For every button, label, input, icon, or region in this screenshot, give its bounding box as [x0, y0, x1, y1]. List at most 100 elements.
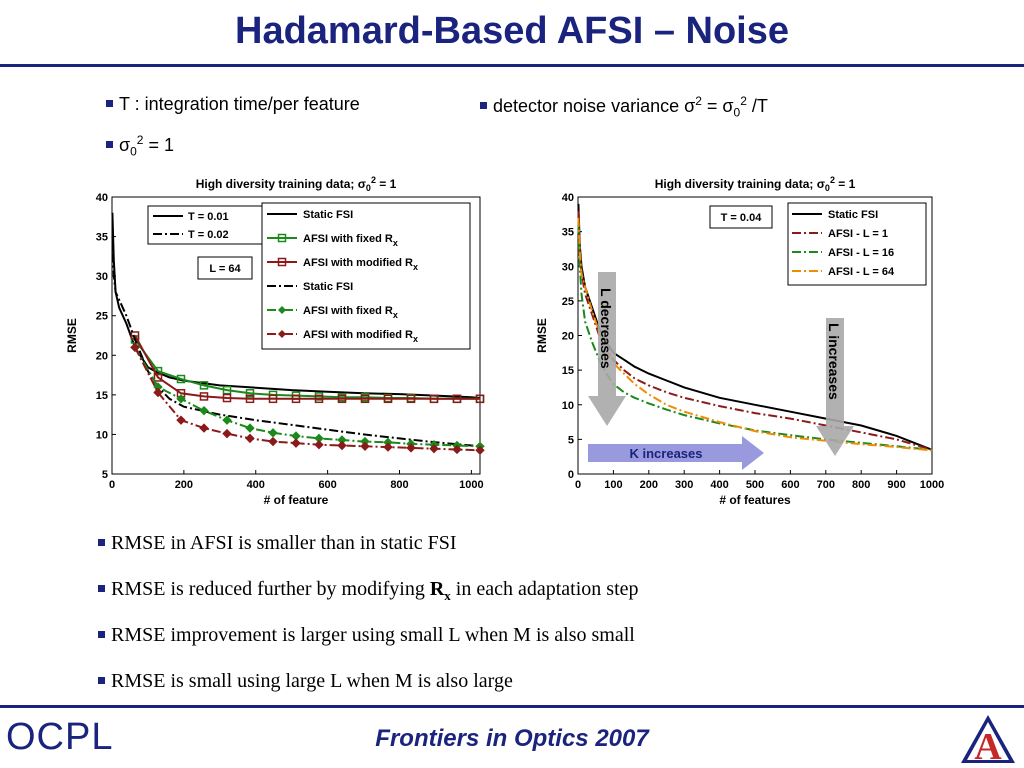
- bullet-square-icon: [98, 585, 105, 592]
- y-tick-label: 25: [562, 296, 574, 308]
- y-tick-label: 20: [96, 350, 108, 362]
- y-tick-label: 30: [562, 261, 574, 273]
- bullet-noise-variance: detector noise variance σ2 = σ02 /T: [480, 94, 768, 120]
- x-tick-label: 700: [817, 479, 835, 491]
- chart-title-sup: 2: [830, 175, 835, 185]
- bullet-sup: 2: [136, 133, 144, 147]
- chart-title-sub: 0: [825, 183, 830, 193]
- series-point: [291, 438, 301, 448]
- bullet-text: detector noise variance σ: [493, 96, 696, 116]
- series-point: [222, 393, 232, 403]
- chart-right: High diversity training data; σ02 = 10 10…: [535, 175, 944, 507]
- series-line-4: [577, 217, 933, 452]
- x-tick-label: 300: [675, 479, 693, 491]
- k-increases-arrow: [588, 436, 764, 470]
- y-tick-label: 40: [96, 192, 108, 204]
- series-point: [383, 394, 393, 404]
- l-decreases-label: L decreases: [598, 288, 614, 369]
- series-point: [429, 443, 439, 454]
- series-point: [245, 389, 255, 398]
- bullet-square-icon: [98, 631, 105, 638]
- legend-label: Static FSI: [828, 209, 878, 221]
- bullet-bold: R: [429, 578, 445, 600]
- x-tick-label: 600: [781, 479, 799, 491]
- slide-title: Hadamard-Based AFSI – Noise: [235, 10, 789, 52]
- y-axis-label: RMSE: [535, 318, 549, 353]
- bullet-text: in each adaptation step: [450, 578, 639, 600]
- legend-label: AFSI - L = 16: [828, 247, 894, 259]
- bullet-sigma: σ02 = 1: [106, 133, 174, 159]
- bullet-sub: 0: [733, 105, 741, 120]
- x-tick-label: 200: [175, 479, 193, 491]
- x-tick-label: 200: [640, 479, 658, 491]
- legend-marker: [278, 306, 286, 314]
- annotation-box: [197, 256, 253, 280]
- y-tick-label: 20: [562, 331, 574, 343]
- x-axis-label: # of feature: [264, 493, 329, 507]
- x-axis-label: # of features: [719, 493, 791, 507]
- logo-inner-shape: [967, 722, 1009, 760]
- series-point: [176, 415, 186, 425]
- l-increases-label: L increases: [826, 323, 842, 400]
- x-tick-label: 600: [318, 479, 336, 491]
- series-point: [337, 440, 347, 451]
- bullet-sup: 2: [695, 94, 702, 108]
- legend-label-text: AFSI - L = 64: [828, 266, 895, 278]
- series-point: [245, 394, 255, 404]
- legend-label-sub: x: [413, 262, 418, 272]
- x-tick-label: 900: [887, 479, 905, 491]
- y-axis-label: RMSE: [65, 318, 79, 353]
- chart-title-text: High diversity training data; σ: [655, 177, 825, 191]
- series-point: [222, 428, 232, 439]
- series-point: [314, 440, 324, 450]
- series-point: [452, 444, 462, 455]
- footer-text: Frontiers in Optics 2007: [375, 725, 649, 752]
- series-line-2: [577, 210, 933, 451]
- bullet-text: RMSE is small using large L when M is al…: [111, 670, 513, 692]
- logo-letter: A: [974, 726, 1002, 766]
- annotation-text: T = 0.04: [721, 212, 763, 224]
- x-tick-label: 0: [575, 479, 581, 491]
- chart-title-post: = 1: [835, 177, 856, 191]
- legend-box-small: [147, 205, 263, 245]
- ocpl-logo: OCPL: [6, 716, 114, 758]
- legend-label: Static FSI: [303, 281, 353, 293]
- bullet-text: RMSE in AFSI is smaller than in static F…: [111, 532, 457, 554]
- bullet-square-icon: [98, 539, 105, 546]
- legend-label: AFSI with fixed Rx: [303, 233, 398, 248]
- series-point: [176, 394, 186, 404]
- series-point: [199, 381, 209, 390]
- series-point: [245, 423, 255, 433]
- bullet-text: RMSE improvement is larger using small L…: [111, 624, 635, 646]
- series-point: [222, 415, 232, 425]
- legend-label: AFSI - L = 1: [828, 228, 888, 240]
- legend-marker: [278, 330, 286, 338]
- bullet-square-icon: [98, 677, 105, 684]
- series-point: [383, 442, 393, 452]
- x-tick-label: 1000: [459, 479, 483, 491]
- bullet-square-icon: [106, 141, 113, 148]
- x-tick-label: 400: [247, 479, 265, 491]
- legend-label: AFSI with modified Rx: [303, 329, 418, 344]
- y-tick-label: 5: [102, 469, 108, 481]
- bullet-rmse-improvement: RMSE improvement is larger using small L…: [98, 624, 635, 647]
- legend-label-sub: x: [393, 238, 398, 248]
- bullet-square-icon: [106, 100, 113, 107]
- legend-box: [261, 202, 471, 350]
- legend-label-text: Static FSI: [303, 281, 353, 293]
- chart-left: High diversity training data; σ02 = 10 20…: [65, 175, 485, 507]
- x-tick-label: 800: [390, 479, 408, 491]
- legend-label-text: AFSI with fixed R: [303, 233, 393, 245]
- legend-label: T = 0.01: [188, 211, 229, 223]
- bullet-sup: 2: [740, 94, 747, 108]
- series-point: [268, 436, 278, 447]
- x-tick-label: 800: [852, 479, 870, 491]
- l-increases-arrow: [816, 318, 854, 456]
- y-tick-label: 10: [96, 429, 108, 441]
- y-tick-label: 15: [96, 390, 108, 402]
- bullet-rmse-smaller: RMSE in AFSI is smaller than in static F…: [98, 532, 457, 555]
- series-point: [337, 394, 347, 404]
- legend-marker: [277, 257, 287, 267]
- legend-label-text: AFSI - L = 1: [828, 228, 888, 240]
- series-point: [176, 374, 186, 384]
